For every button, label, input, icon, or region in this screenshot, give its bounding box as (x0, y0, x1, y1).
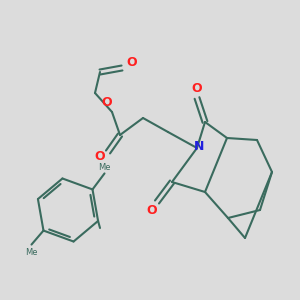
Text: O: O (147, 203, 157, 217)
Text: N: N (194, 140, 204, 152)
Text: O: O (95, 151, 105, 164)
Text: Me: Me (25, 248, 38, 257)
Text: O: O (102, 95, 112, 109)
Text: O: O (192, 82, 202, 94)
Text: Me: Me (98, 163, 111, 172)
Text: O: O (127, 56, 137, 70)
